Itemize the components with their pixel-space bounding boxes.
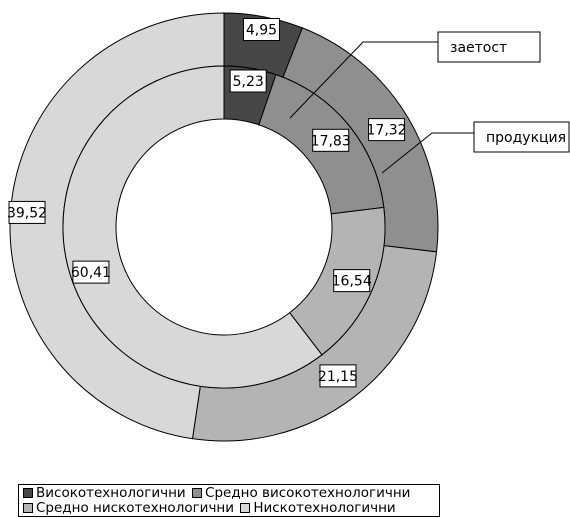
inner-data-label-3: 16,54 [332,269,372,293]
inner-ring [62,65,386,389]
outer-data-label-2-box [368,118,406,142]
callout-leader-line [381,132,474,174]
data-labels: 4,95 17,32 21,15 39,52 5,23 17,83 16,54 60,41 [7,18,407,388]
inner-data-label-1-text: 5,23 [233,74,264,90]
callout-box [437,31,541,63]
outer-data-label-4-text: 39,52 [7,205,47,221]
inner-data-label-2-text: 17,83 [311,133,351,149]
callout-box [473,121,570,153]
inner-data-label-2: 17,83 [311,128,351,152]
callout-text: заетост [450,40,507,56]
outer-data-label-1-box [242,18,280,42]
outer-data-label-4-box [8,200,46,224]
outer-data-label-2: 17,32 [367,118,407,142]
legend-row-2: Средно нискотехнологични Нискотехнологич… [23,501,435,516]
inner-data-label-3-text: 16,54 [332,274,372,290]
legend-swatch [192,488,203,498]
inner-data-label-4: 60,41 [71,260,111,284]
callout-заетост: заетост [289,31,541,119]
legend-row-1: Високотехнологични Средно високотехнолог… [23,486,435,501]
callout-продукция: продукция [381,121,570,174]
legend-item-low-tech: Нискотехнологични [240,500,396,516]
legend-label: Средно нискотехнологични [36,500,235,516]
inner-slice-4 [62,65,323,389]
outer-data-label-3: 21,15 [318,364,358,388]
inner-data-label-1: 5,23 [229,69,267,93]
outer-data-label-1-text: 4,95 [246,23,277,39]
callout-text: продукция [486,130,566,146]
outer-data-label-1: 4,95 [242,18,280,42]
inner-data-label-1-box [229,69,267,93]
inner-data-label-4-text: 60,41 [71,265,111,281]
inner-data-label-3-box [333,269,371,293]
outer-ring [9,12,439,442]
legend-item-medium-low-tech: Средно нискотехнологични [23,501,234,516]
outer-data-label-2-text: 17,32 [367,123,407,139]
inner-data-label-4-box [72,260,110,284]
outer-data-label-3-text: 21,15 [318,369,358,385]
legend-label: Високотехнологични [36,485,186,501]
inner-data-label-2-box [312,128,350,152]
legend-swatch [23,503,33,513]
series-callouts: заетост продукция [289,31,570,174]
legend-swatch [23,488,33,498]
outer-data-label-3-box [319,364,357,388]
outer-data-label-4: 39,52 [7,200,47,224]
callout-leader-line [289,41,438,119]
legend-swatch [240,503,251,513]
legend-label: Нискотехнологични [253,500,396,516]
legend-item-medium-high-tech: Средно високотехнологични [192,486,410,501]
legend: Високотехнологични Средно високотехнолог… [18,484,440,517]
legend-item-high-tech: Високотехнологични [23,486,186,501]
legend-label: Средно високотехнологични [205,485,411,501]
